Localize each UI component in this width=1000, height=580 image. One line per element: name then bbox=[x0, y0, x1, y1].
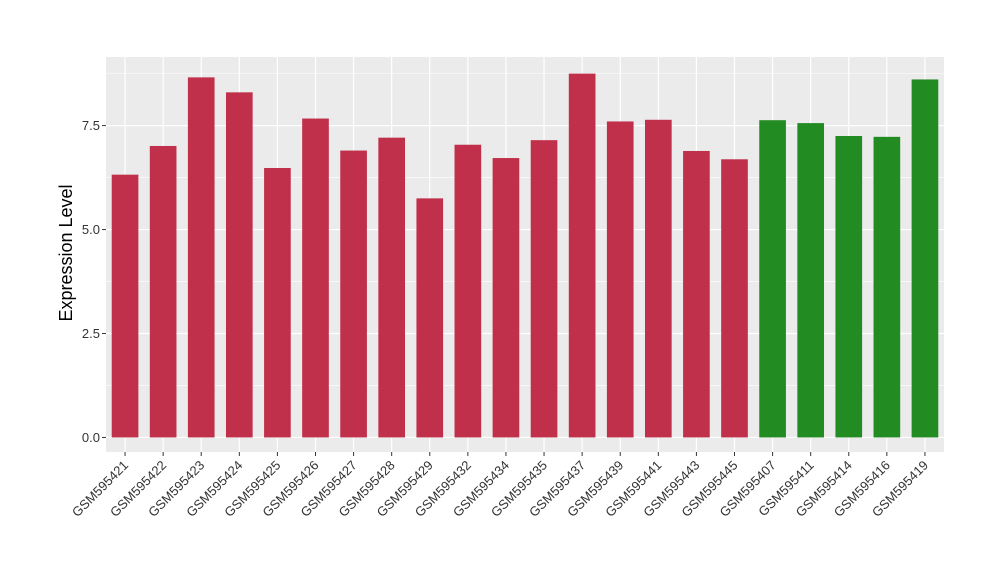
bar-GSM595428 bbox=[378, 137, 406, 438]
bar-GSM595429 bbox=[416, 198, 444, 438]
y-tick-label: 2.5 bbox=[82, 326, 100, 341]
bar-GSM595423 bbox=[187, 77, 215, 438]
y-axis-title: Expression Level bbox=[56, 184, 76, 321]
bar-GSM595432 bbox=[454, 144, 482, 438]
y-tick-label: 7.5 bbox=[82, 118, 100, 133]
x-axis: GSM595421GSM595422GSM595423GSM595424GSM5… bbox=[69, 452, 931, 520]
bar-GSM595422 bbox=[149, 145, 177, 438]
y-tick-label: 0.0 bbox=[82, 430, 100, 445]
bar-GSM595445 bbox=[721, 159, 748, 438]
bar-GSM595414 bbox=[835, 136, 863, 438]
bar-GSM595434 bbox=[492, 158, 520, 438]
bar-GSM595416 bbox=[873, 136, 901, 438]
y-axis: 0.0 2.5 5.0 7.5 bbox=[82, 118, 106, 445]
bar-GSM595427 bbox=[340, 150, 367, 438]
bar-GSM595439 bbox=[606, 121, 634, 438]
bar-GSM595435 bbox=[530, 140, 558, 438]
bar-GSM595425 bbox=[264, 168, 291, 438]
bars bbox=[111, 73, 939, 438]
y-tick-label: 5.0 bbox=[82, 222, 100, 237]
bar-GSM595407 bbox=[759, 120, 786, 438]
bar-GSM595441 bbox=[644, 119, 672, 438]
bar-GSM595443 bbox=[683, 150, 710, 438]
bar-GSM595419 bbox=[911, 79, 939, 438]
bar-GSM595424 bbox=[225, 92, 253, 438]
bar-GSM595421 bbox=[111, 174, 139, 438]
bar-GSM595411 bbox=[797, 123, 825, 438]
bar-GSM595426 bbox=[302, 118, 329, 438]
bar-GSM595437 bbox=[568, 73, 596, 438]
